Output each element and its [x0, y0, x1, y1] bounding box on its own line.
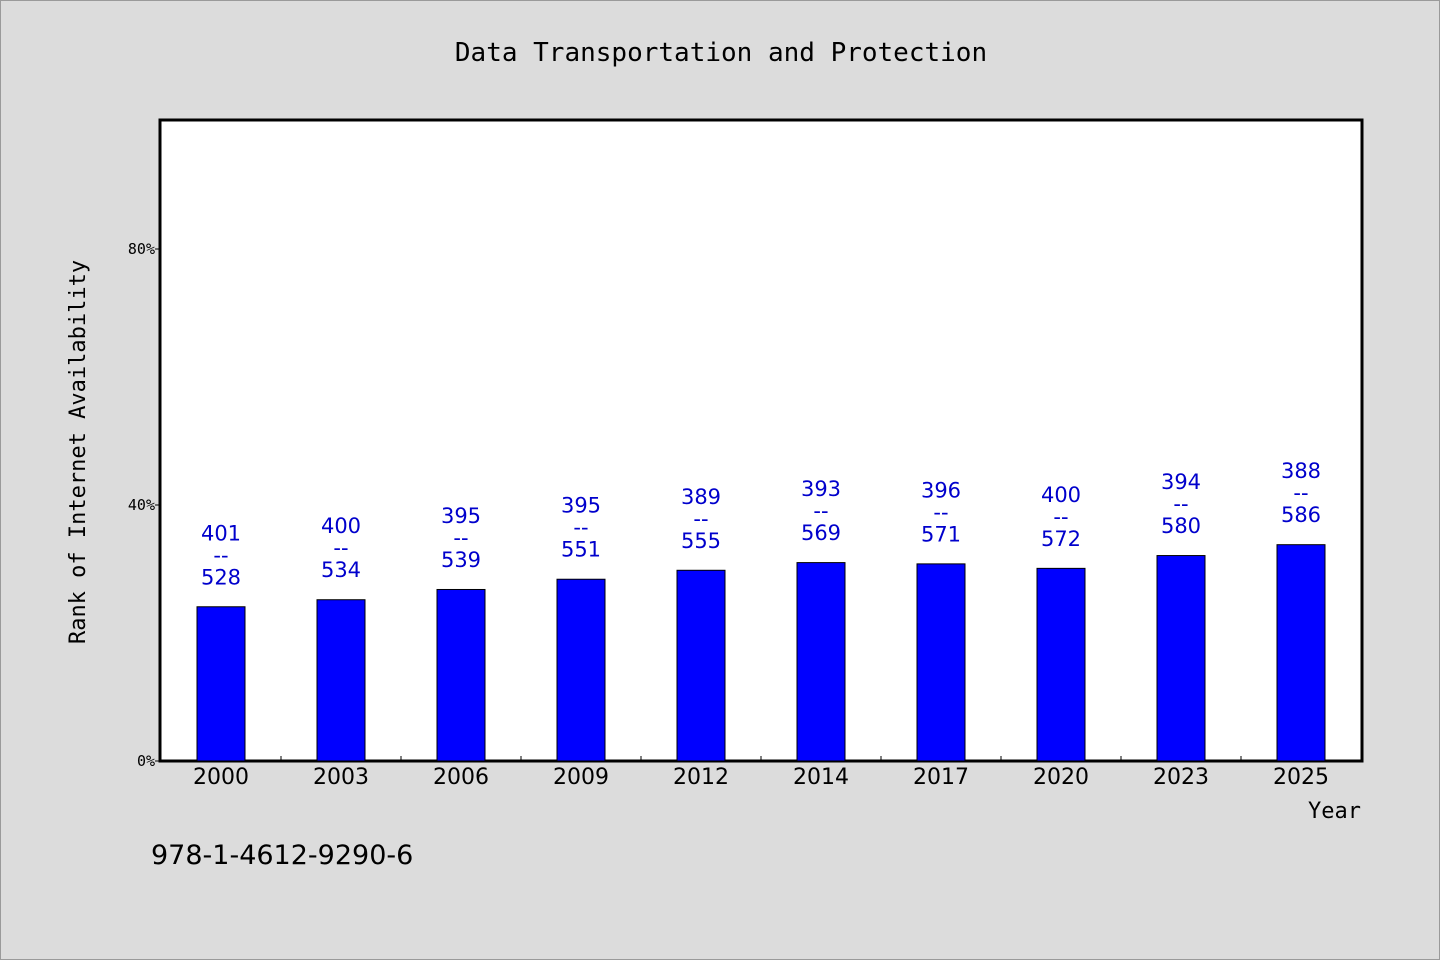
y-axis-label: Rank of Internet Availability — [66, 260, 91, 644]
bar-label-2023-line-3: 580 — [1161, 514, 1201, 538]
bars-group — [196, 544, 1326, 762]
bar-2006 — [436, 588, 486, 762]
bar-label-2000-line-1: 401 — [201, 521, 241, 545]
bar-label-2017-line-3: 571 — [921, 522, 961, 546]
bar-label-2020-line-2: -- — [1053, 505, 1068, 529]
bar-label-2025-line-1: 388 — [1281, 459, 1321, 483]
bar-labels-group: 401--528400--534395--539395--551389--555… — [201, 459, 1321, 589]
bar-label-2009-line-2: -- — [573, 516, 588, 540]
x-tick-label-2006: 2006 — [433, 765, 489, 790]
y-tick-label-0: 0% — [137, 752, 155, 770]
y-tick-label-40: 40% — [128, 496, 155, 514]
bar-label-2020-line-3: 572 — [1041, 527, 1081, 551]
bar-label-2012-line-1: 389 — [681, 485, 721, 509]
chart-title: Data Transportation and Protection — [455, 38, 987, 68]
x-axis-label: Year — [1308, 799, 1361, 824]
bar-2020 — [1036, 567, 1086, 762]
bar-2025 — [1276, 544, 1326, 762]
bar-label-2003-line-3: 534 — [321, 558, 361, 582]
x-tick-label-2017: 2017 — [913, 765, 969, 790]
bar-label-2014-line-2: -- — [813, 499, 828, 523]
bar-label-2017-line-1: 396 — [921, 478, 961, 502]
x-tick-label-2009: 2009 — [553, 765, 609, 790]
bar-label-2014-line-3: 569 — [801, 521, 841, 545]
bar-label-2012-line-2: -- — [693, 507, 708, 531]
bar-label-2000-line-2: -- — [213, 543, 228, 567]
bar-label-2006-line-3: 539 — [441, 548, 481, 572]
x-tick-label-2020: 2020 — [1033, 765, 1089, 790]
x-tick-label-2003: 2003 — [313, 765, 369, 790]
bar-label-2025-line-3: 586 — [1281, 503, 1321, 527]
bar-label-2020-line-1: 400 — [1041, 483, 1081, 507]
footer-code: 978-1-4612-9290-6 — [151, 840, 413, 871]
x-tick-label-2000: 2000 — [193, 765, 249, 790]
bar-label-2023-line-1: 394 — [1161, 470, 1201, 494]
bar-label-2006-line-2: -- — [453, 526, 468, 550]
bar-2017 — [916, 563, 966, 762]
bar-label-2003-line-2: -- — [333, 536, 348, 560]
bar-2012 — [676, 569, 726, 762]
x-tick-label-2014: 2014 — [793, 765, 849, 790]
bar-2000 — [196, 606, 246, 762]
x-axis-ticks: 2000 2003 2006 2009 2012 2014 2017 2020 2023 2025 — [193, 756, 1329, 790]
bar-2009 — [556, 578, 606, 762]
x-tick-label-2023: 2023 — [1153, 765, 1209, 790]
bar-label-2006-line-1: 395 — [441, 504, 481, 528]
bar-label-2009-line-1: 395 — [561, 494, 601, 518]
bar-label-2012-line-3: 555 — [681, 529, 721, 553]
bar-label-2017-line-2: -- — [933, 500, 948, 524]
bar-label-2025-line-2: -- — [1293, 481, 1308, 505]
bar-2023 — [1156, 555, 1206, 762]
y-tick-label-80: 80% — [128, 240, 155, 258]
bar-label-2009-line-3: 551 — [561, 538, 601, 562]
y-axis-ticks: 0% 40% 80% — [128, 240, 161, 770]
bar-2014 — [796, 562, 846, 762]
bar-label-2014-line-1: 393 — [801, 477, 841, 501]
x-tick-label-2025: 2025 — [1273, 765, 1329, 790]
bar-label-2003-line-1: 400 — [321, 514, 361, 538]
bar-label-2023-line-2: -- — [1173, 492, 1188, 516]
bar-2003 — [316, 599, 366, 762]
x-tick-label-2012: 2012 — [673, 765, 729, 790]
bar-label-2000-line-3: 528 — [201, 565, 241, 589]
